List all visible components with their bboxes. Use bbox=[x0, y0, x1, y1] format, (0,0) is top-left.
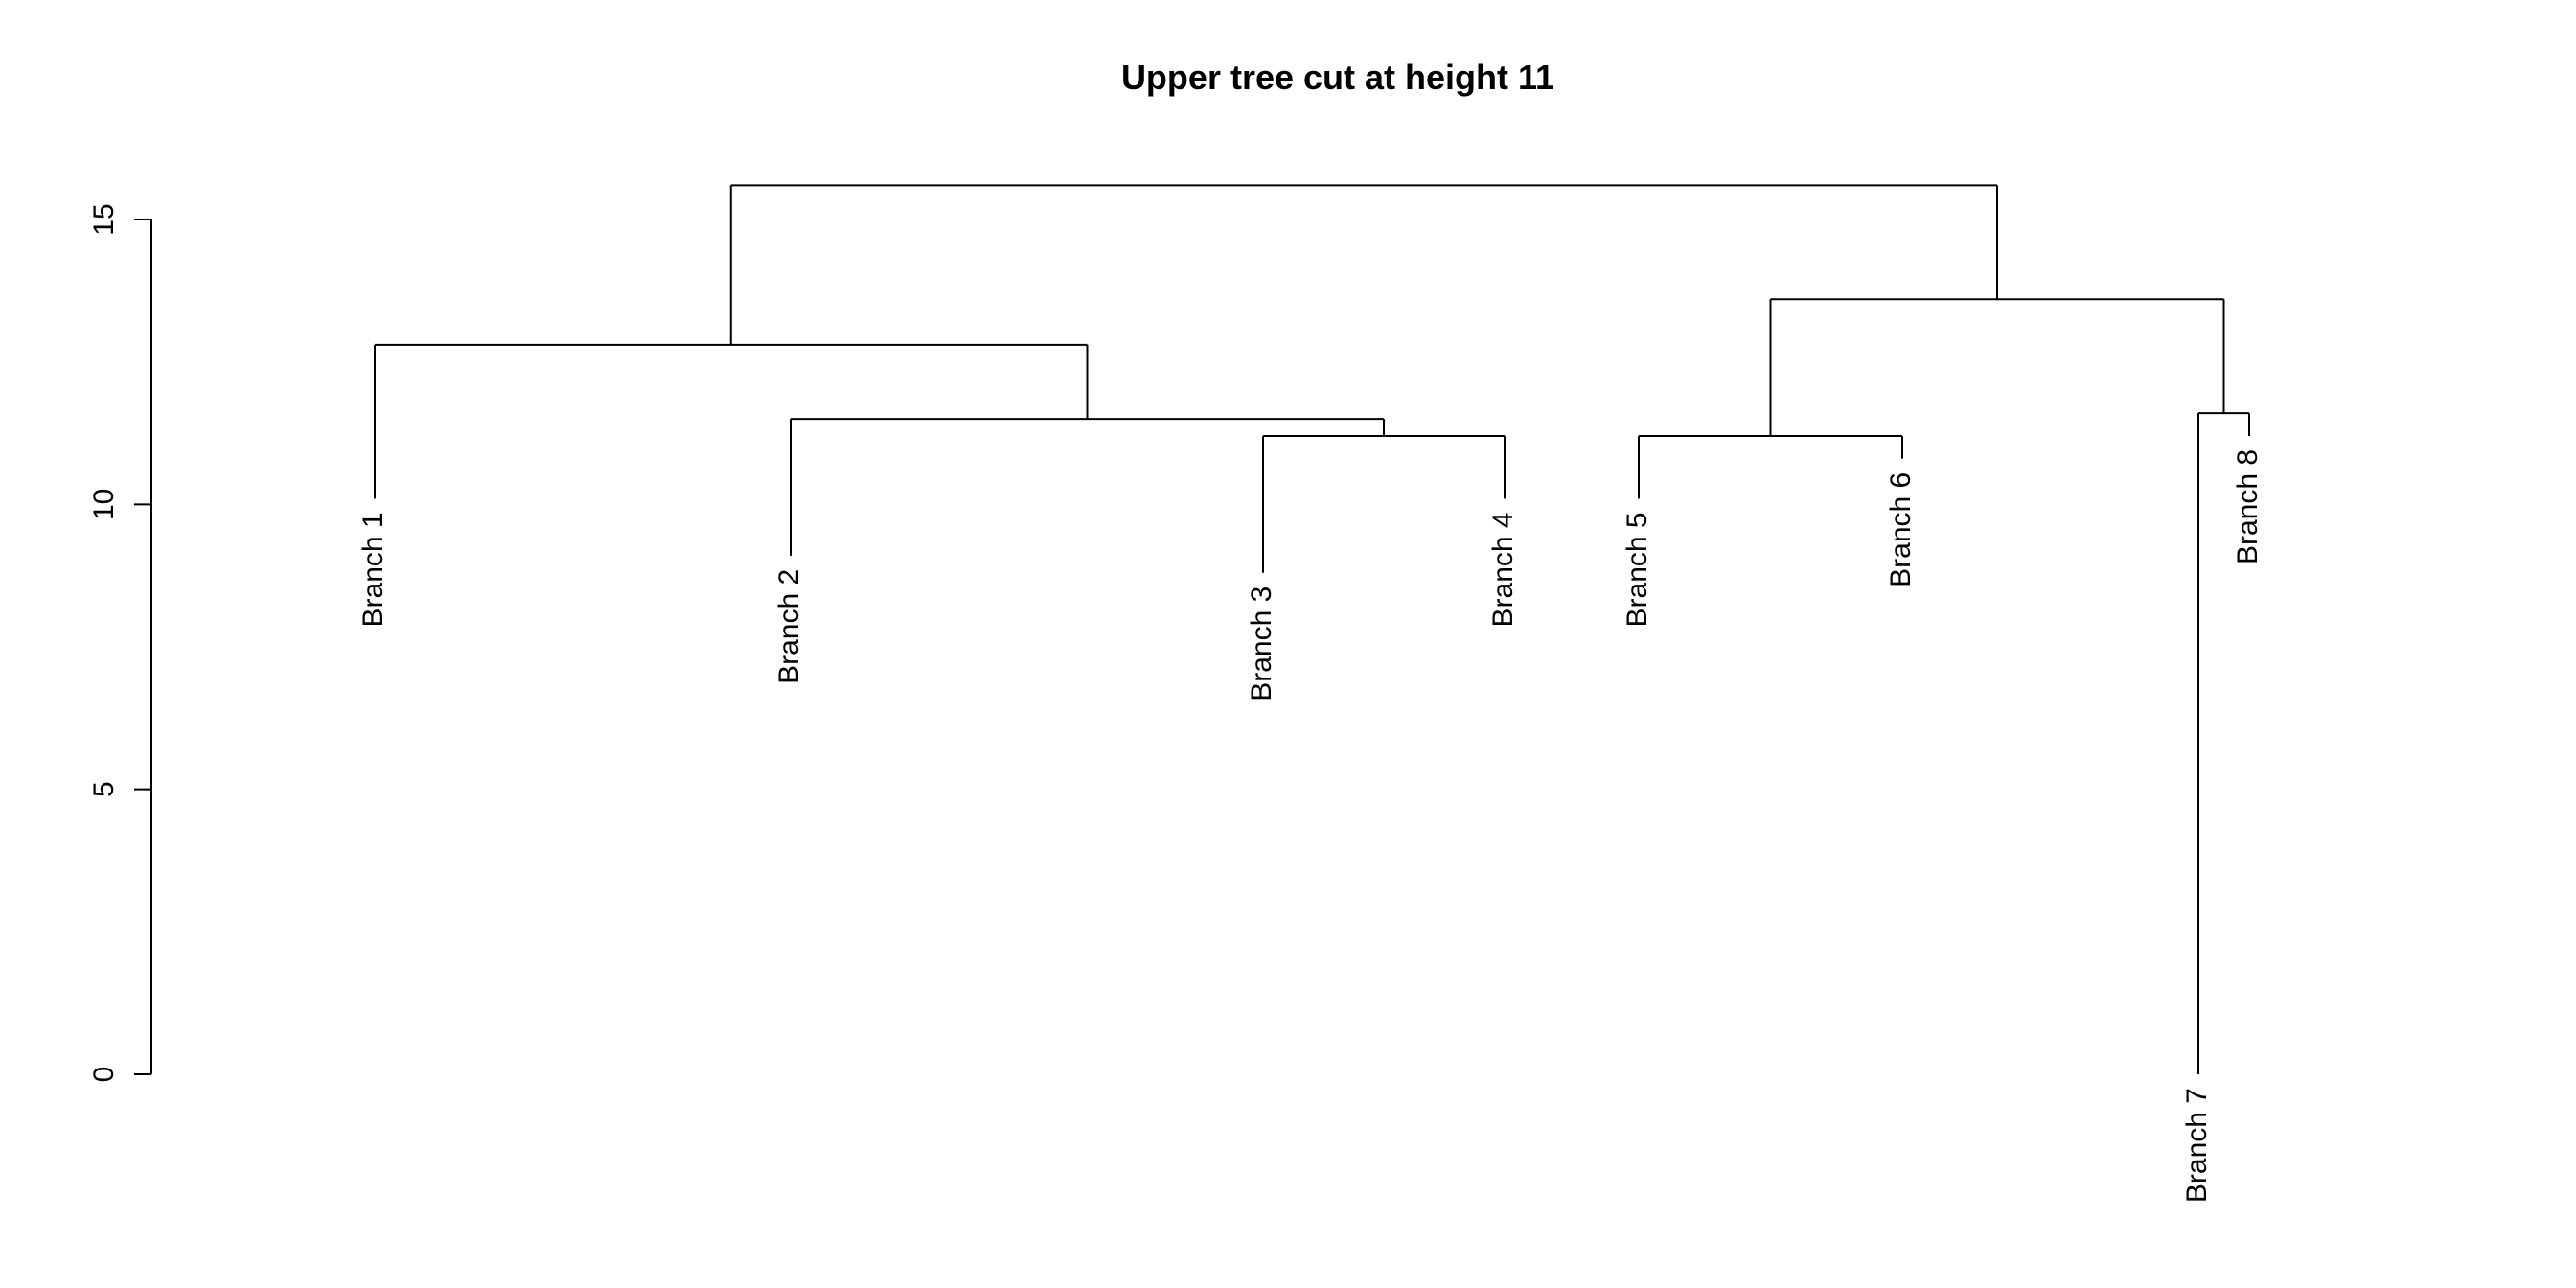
dendrogram-links bbox=[374, 184, 2250, 1074]
leaf-label: Branch 3 bbox=[1246, 586, 1277, 702]
chart-title: Upper tree cut at height 11 bbox=[1121, 58, 1554, 97]
leaf-label: Branch 6 bbox=[1885, 472, 1917, 587]
leaf-label: Branch 8 bbox=[2232, 449, 2264, 564]
y-tick-label: 15 bbox=[88, 203, 120, 235]
leaf-label: Branch 5 bbox=[1622, 512, 1653, 627]
leaf-label: Branch 2 bbox=[773, 569, 805, 684]
y-tick-label: 5 bbox=[88, 781, 120, 797]
y-axis-ticks: 0 5 10 15 bbox=[88, 203, 151, 1082]
leaf-labels: Branch 1 Branch 2 Branch 3 Branch 4 Branch 5… bbox=[357, 449, 2264, 1203]
y-tick-label: 0 bbox=[88, 1067, 120, 1083]
y-tick-label: 10 bbox=[88, 489, 120, 520]
leaf-label: Branch 7 bbox=[2181, 1088, 2213, 1203]
leaf-label: Branch 1 bbox=[357, 512, 389, 627]
leaf-label: Branch 4 bbox=[1487, 512, 1519, 627]
